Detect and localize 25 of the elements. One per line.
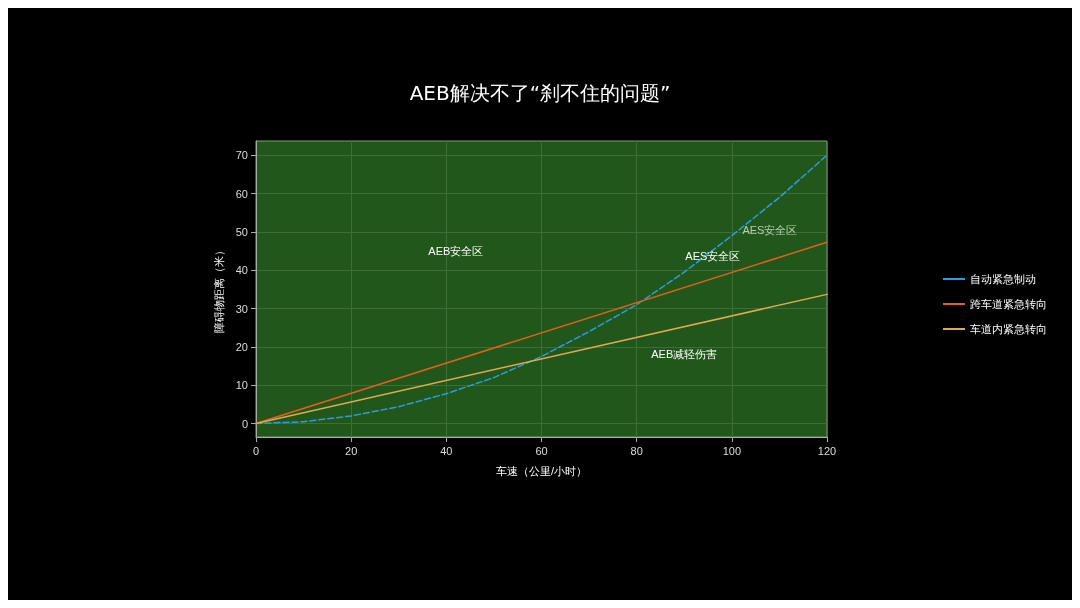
y-tick-label: 20 [235, 340, 248, 353]
annotation: AES安全区 [742, 223, 798, 236]
x-tick-label: 80 [630, 444, 643, 457]
x-tick-label: 0 [252, 444, 260, 457]
y-tick-label: 70 [235, 149, 248, 162]
legend-label: 跨车道紧急转向 [970, 298, 1047, 310]
legend-label: 车道内紧急转向 [970, 323, 1047, 335]
y-tick-label: 50 [235, 225, 248, 238]
annotation: AEB安全区 [428, 244, 484, 257]
x-tick-label: 120 [817, 444, 837, 457]
chart-title: AEB解决不了“刹不住的问题” [409, 81, 671, 105]
y-tick-label: 40 [235, 264, 248, 277]
x-tick-label: 20 [345, 444, 358, 457]
x-tick-label: 40 [440, 444, 453, 457]
y-tick-label: 30 [235, 302, 248, 315]
x-axis-title: 车速（公里/小时） [495, 464, 588, 477]
x-tick-label: 60 [535, 444, 548, 457]
y-tick-label: 60 [235, 187, 248, 200]
x-tick-label: 100 [722, 444, 742, 457]
legend-label: 自动紧急制动 [970, 273, 1036, 285]
y-axis-title: 障碍物距离（米） [213, 245, 226, 333]
annotation: AEB减轻伤害 [651, 348, 718, 361]
y-tick-label: 0 [241, 417, 248, 430]
y-tick-label: 10 [235, 379, 248, 392]
annotation: AES安全区 [685, 250, 741, 263]
